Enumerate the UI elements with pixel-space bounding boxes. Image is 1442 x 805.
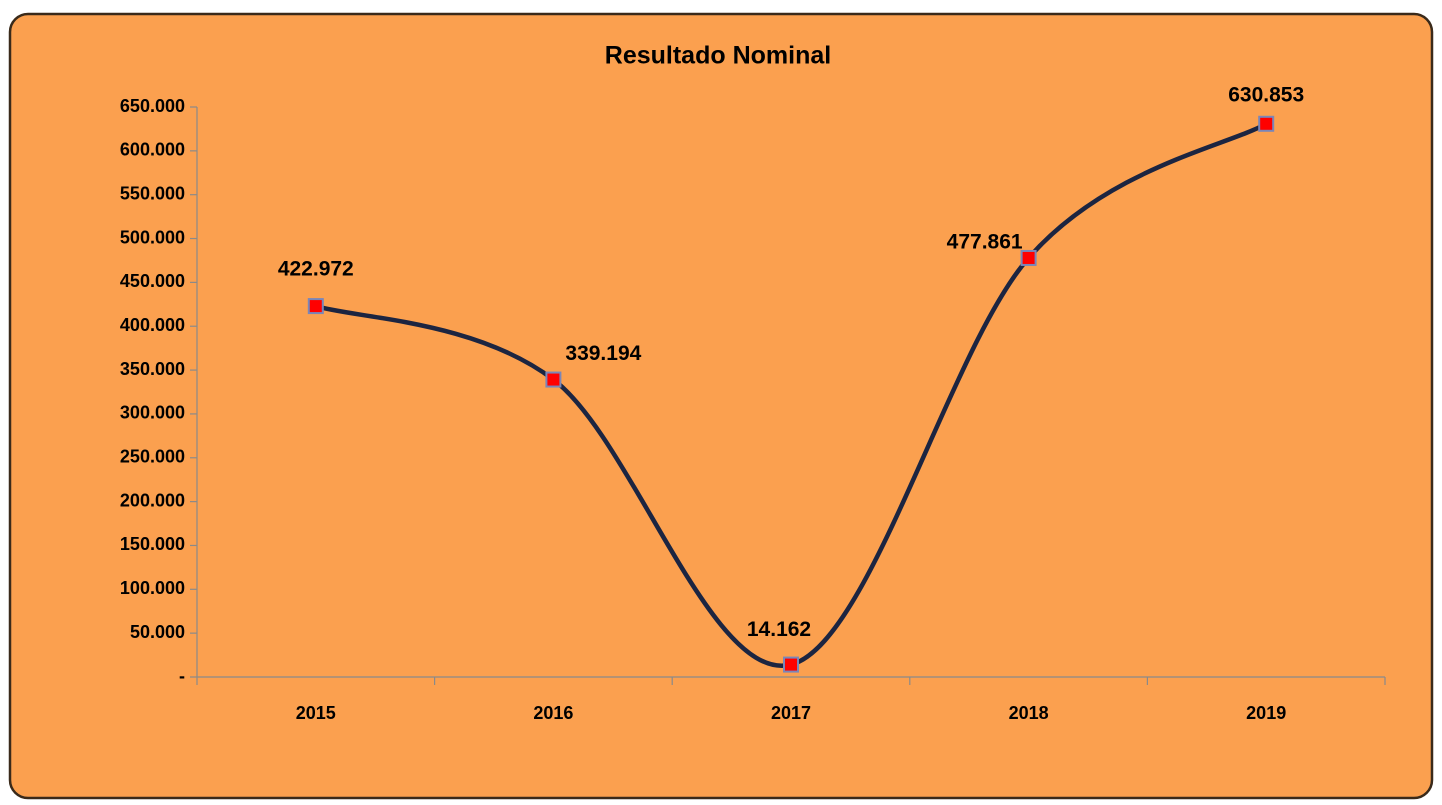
y-tick-label: 50.000 [130,622,185,642]
y-tick-label: 300.000 [120,403,185,423]
y-tick-label: 500.000 [120,227,185,247]
y-tick-label: 100.000 [120,578,185,598]
marker [1020,249,1037,266]
x-tick-label: 2015 [296,703,336,723]
y-tick-label: 550.000 [120,183,185,203]
y-tick-label: 600.000 [120,140,185,160]
data-label: 477.861 [947,230,1023,253]
data-label: 339.194 [565,342,641,365]
marker [307,298,324,315]
x-tick-label: 2018 [1009,703,1049,723]
y-tick-label: 350.000 [120,359,185,379]
y-tick-label: - [179,666,185,686]
data-label: 422.972 [278,258,354,281]
y-tick-label: 150.000 [120,534,185,554]
data-label: 14.162 [747,618,811,641]
y-tick-label: 250.000 [120,447,185,467]
x-tick-label: 2019 [1246,703,1286,723]
marker [545,371,562,388]
y-tick-label: 450.000 [120,271,185,291]
chart-title: Resultado Nominal [605,42,831,70]
x-tick-label: 2017 [771,703,811,723]
y-tick-label: 400.000 [120,315,185,335]
data-label: 630.853 [1228,83,1304,106]
y-tick-label: 650.000 [120,96,185,116]
marker [1258,115,1275,132]
x-tick-label: 2016 [533,703,573,723]
chart-background [8,12,1434,800]
marker [783,656,799,673]
y-tick-label: 200.000 [120,490,185,510]
